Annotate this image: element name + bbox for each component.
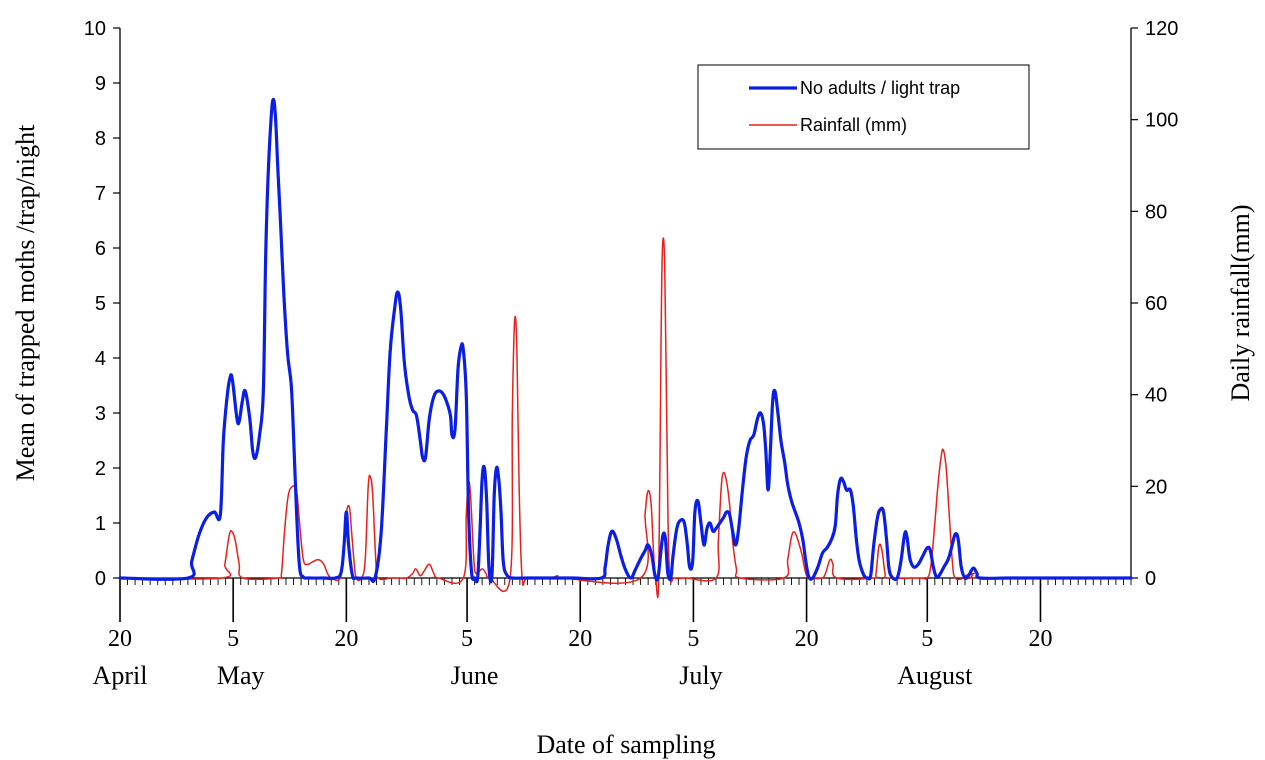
left-y-tick-label: 2 [95,458,106,480]
right-y-tick-label: 100 [1145,110,1178,132]
x-month-label: July [679,661,722,690]
x-day-label: 20 [1028,626,1052,652]
left-y-ticks: 0 1 2 3 4 5 6 7 8 9 10 [84,18,120,590]
left-y-tick-label: 8 [95,128,106,150]
series-layer [118,97,1133,598]
left-y-tick-label: 10 [84,18,106,40]
x-day-label: 5 [687,626,699,652]
legend-label-adults: No adults / light trap [800,78,960,98]
x-day-label: 20 [795,626,819,652]
x-day-label: 20 [108,626,132,652]
legend-label-rainfall: Rainfall (mm) [800,115,907,135]
x-axis-ticks: 20 5 20 5 20 5 20 5 20 April May June July August [93,578,1132,690]
x-month-label: May [217,661,265,690]
series-line-adults [118,97,1133,584]
left-y-tick-label: 3 [95,403,106,425]
series-line-rainfall [119,237,1132,598]
right-y-tick-label: 40 [1145,385,1167,407]
left-y-tick-label: 4 [95,348,106,370]
x-axis-label: Date of sampling [536,730,715,759]
left-y-tick-label: 7 [95,183,106,205]
left-y-tick-label: 9 [95,73,106,95]
x-day-label: 5 [921,626,933,652]
left-y-tick-label: 1 [95,513,106,535]
y-axis-left-label: Mean of trapped moths /trap/night [11,124,40,481]
right-y-tick-label: 20 [1145,476,1167,498]
right-y-ticks: 0 20 40 60 80 100 120 [1131,18,1178,590]
left-y-tick-label: 0 [95,568,106,590]
x-month-label: April [93,661,148,690]
right-y-tick-label: 0 [1145,568,1156,590]
legend: No adults / light trap Rainfall (mm) [697,64,1030,150]
x-day-label: 5 [227,626,239,652]
x-month-label: June [451,661,499,690]
left-y-tick-label: 6 [95,238,106,260]
x-day-label: 20 [334,626,358,652]
left-y-tick-label: 5 [95,293,106,315]
right-y-tick-label: 80 [1145,201,1167,223]
x-day-label: 5 [461,626,473,652]
y-axis-right-label: Daily rainfall(mm) [1226,204,1255,401]
right-y-tick-label: 120 [1145,18,1178,40]
x-day-label: 20 [568,626,592,652]
x-month-label: August [897,661,973,690]
legend-box [697,64,1030,150]
right-y-tick-label: 60 [1145,293,1167,315]
